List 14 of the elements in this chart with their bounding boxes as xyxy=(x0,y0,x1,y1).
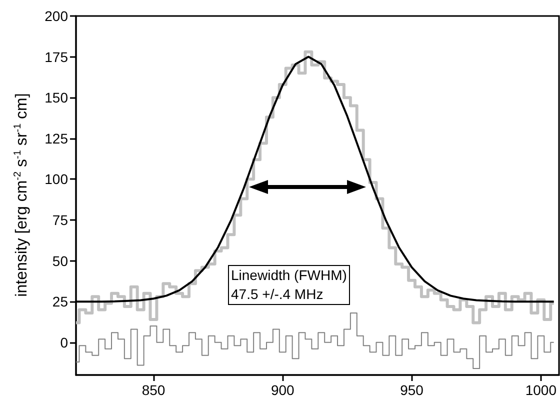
y-tick-label: 175 xyxy=(44,48,68,65)
y-tick-label: 100 xyxy=(44,171,68,188)
x-tick-label: 900 xyxy=(270,382,295,398)
y-tick-label: 50 xyxy=(52,252,68,269)
x-tick-label: 950 xyxy=(400,382,424,398)
x-tick-label: 1000 xyxy=(525,382,557,398)
y-tick-label: 25 xyxy=(52,294,68,310)
y-tick-label: 125 xyxy=(44,130,68,146)
y-tick-label: 0 xyxy=(60,334,68,350)
annotation: Linewidth (FWHM) 47.5 +/-.4 MHz xyxy=(228,265,350,305)
x-tick-label: 850 xyxy=(142,382,166,398)
y-tick-label: 150 xyxy=(44,90,68,106)
y-tick-label: 200 xyxy=(44,8,68,24)
y-tick-label: 75 xyxy=(52,212,68,228)
